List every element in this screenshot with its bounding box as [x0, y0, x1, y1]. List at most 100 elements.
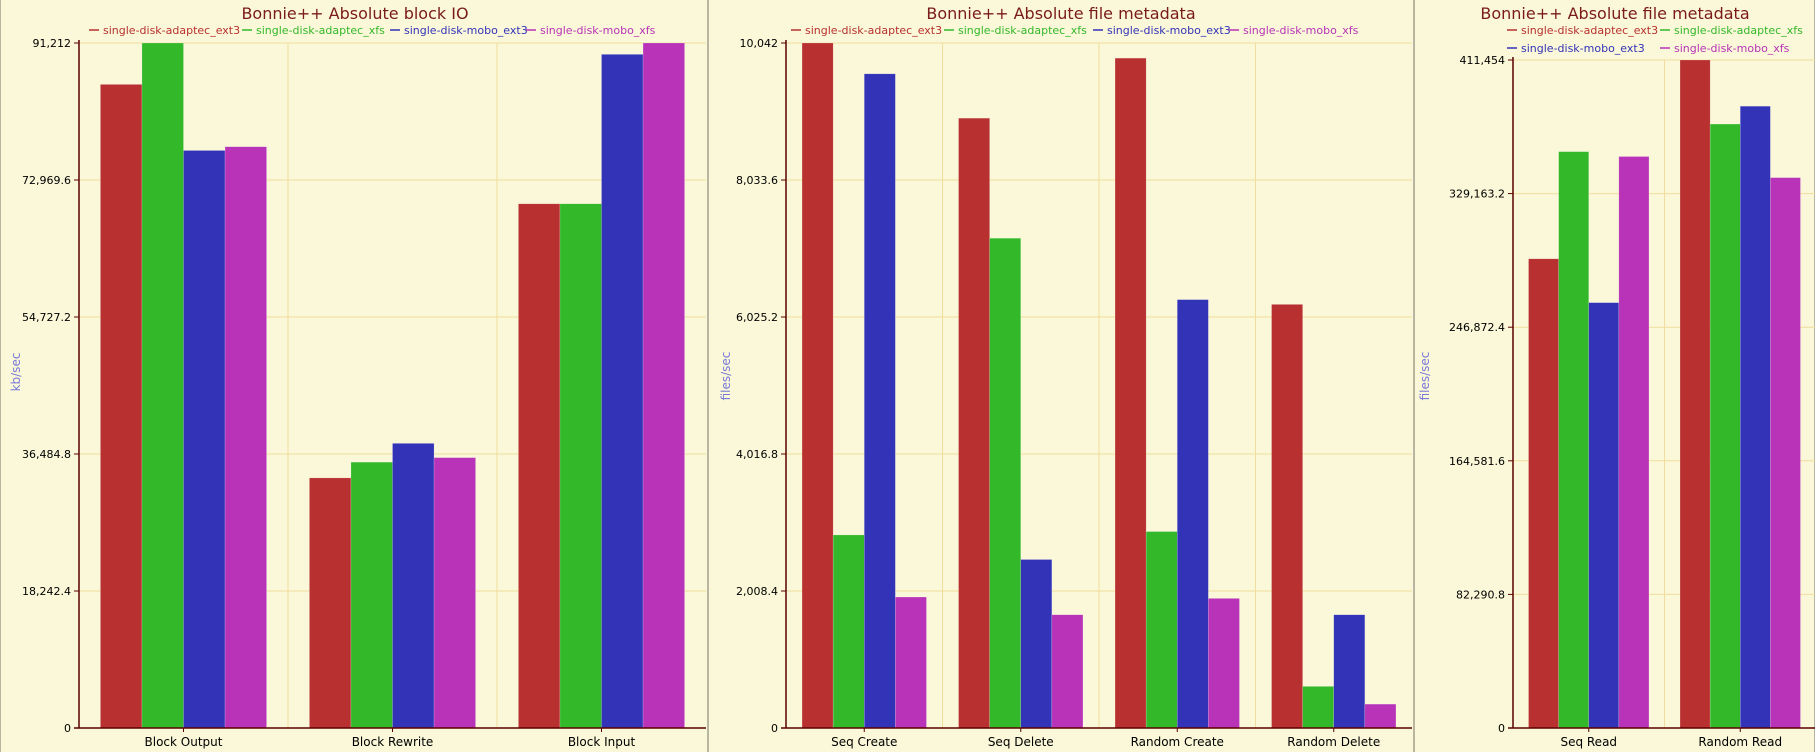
chart-panel-file-metadata: Bonnie++ Absolute file metadata files/se…	[708, 0, 1414, 752]
bar-single-disk-adaptec_xfs-seq-delete	[989, 237, 1022, 729]
legend-item: single-disk-adaptec_xfs	[242, 24, 385, 37]
y-tick-label: 2,008.4	[736, 585, 778, 598]
chart-title: Bonnie++ Absolute block IO	[241, 4, 468, 23]
legend-label: single-disk-adaptec_ext3	[805, 24, 942, 37]
bar-single-disk-mobo_ext3-block-output	[183, 150, 226, 729]
x-tick-label: Seq Read	[1560, 735, 1617, 749]
bar-single-disk-adaptec_xfs-block-input	[559, 203, 602, 729]
legend-item: single-disk-mobo_ext3	[1507, 42, 1645, 55]
chart-file-metadata-read: Bonnie++ Absolute file metadata files/se…	[1418, 4, 1815, 749]
x-tick-label: Seq Delete	[988, 735, 1054, 749]
x-tick-label: Seq Create	[831, 735, 897, 749]
y-tick-label: 72,969.6	[22, 174, 71, 187]
legend-item: single-disk-adaptec_ext3	[89, 24, 240, 37]
y-tick-label: 6,025.2	[736, 311, 778, 324]
bar-single-disk-mobo_xfs-seq-delete	[1051, 614, 1084, 729]
bar-single-disk-adaptec_ext3-block-input	[518, 203, 561, 729]
chart-title: Bonnie++ Absolute file metadata	[1480, 4, 1749, 23]
bar-single-disk-adaptec_ext3-seq-delete	[958, 117, 990, 729]
bar-single-disk-adaptec_xfs-seq-create	[832, 534, 865, 729]
bar-single-disk-mobo_xfs-block-output	[224, 146, 267, 729]
x-tick-label: Block Output	[145, 735, 223, 749]
y-tick-label: 164,581.6	[1449, 455, 1505, 468]
bar-single-disk-adaptec_xfs-random-delete	[1302, 686, 1335, 729]
legend-item: single-disk-adaptec_xfs	[1660, 24, 1803, 37]
y-tick-label: 0	[1498, 722, 1505, 735]
bar-single-disk-mobo_ext3-seq-delete	[1020, 559, 1053, 729]
legend-label: single-disk-mobo_xfs	[1243, 24, 1359, 37]
bar-single-disk-mobo_ext3-seq-read	[1588, 302, 1620, 729]
legend-label: single-disk-adaptec_xfs	[1674, 24, 1803, 37]
legend-item: single-disk-adaptec_ext3	[791, 24, 942, 37]
chart-block-io: Bonnie++ Absolute block IO kb/sec 0 18,24…	[9, 4, 706, 749]
y-tick-label: 4,016.8	[736, 448, 778, 461]
bar-single-disk-mobo_xfs-random-create	[1208, 598, 1240, 729]
bar-single-disk-mobo_xfs-seq-create	[895, 596, 927, 729]
bar-single-disk-mobo_ext3-block-rewrite	[392, 443, 435, 729]
legend-label: single-disk-adaptec_ext3	[103, 24, 240, 37]
y-tick-label: 82,290.8	[1456, 588, 1505, 601]
bar-single-disk-adaptec_ext3-random-read	[1679, 59, 1711, 729]
legend-label: single-disk-mobo_ext3	[404, 24, 528, 37]
bar-single-disk-adaptec_ext3-block-output	[100, 84, 143, 729]
x-tick-label: Block Rewrite	[352, 735, 434, 749]
y-tick-label: 246,872.4	[1449, 321, 1505, 334]
legend-item: single-disk-mobo_xfs	[1660, 42, 1790, 55]
legend-item: single-disk-adaptec_xfs	[944, 24, 1087, 37]
x-tick-label: Block Input	[568, 735, 636, 749]
bar-single-disk-adaptec_xfs-seq-read	[1558, 151, 1589, 729]
y-tick-label: 54,727.2	[22, 311, 71, 324]
y-tick-label: 91,212	[33, 37, 72, 50]
chart-file-metadata: Bonnie++ Absolute file metadata files/se…	[719, 4, 1412, 749]
x-tick-label: Random Delete	[1287, 735, 1380, 749]
chart-panel-block-io: Bonnie++ Absolute block IO kb/sec 0 18,24…	[0, 0, 708, 752]
y-tick-label: 329,163.2	[1449, 188, 1505, 201]
bar-single-disk-mobo_xfs-random-delete	[1364, 703, 1397, 729]
legend-label: single-disk-mobo_ext3	[1521, 42, 1645, 55]
y-tick-label: 8,033.6	[736, 174, 778, 187]
legend-item: single-disk-mobo_ext3	[390, 24, 528, 37]
y-tick-label: 411,454	[1460, 54, 1506, 67]
bar-single-disk-adaptec_ext3-block-rewrite	[309, 477, 352, 729]
bar-single-disk-mobo_xfs-block-rewrite	[433, 457, 476, 729]
y-axis-label: kb/sec	[9, 353, 23, 392]
legend-item: single-disk-mobo_ext3	[1093, 24, 1231, 37]
y-tick-label: 18,242.4	[22, 585, 71, 598]
bar-single-disk-mobo_xfs-block-input	[642, 42, 685, 729]
bar-single-disk-mobo_ext3-block-input	[601, 54, 644, 729]
bar-single-disk-mobo_ext3-random-delete	[1333, 614, 1366, 729]
bar-single-disk-adaptec_xfs-block-rewrite	[350, 461, 393, 729]
bar-single-disk-adaptec_ext3-seq-create	[801, 42, 834, 729]
y-tick-label: 10,042	[740, 37, 779, 50]
legend-label: single-disk-adaptec_xfs	[256, 24, 385, 37]
legend-label: single-disk-mobo_xfs	[540, 24, 656, 37]
y-tick-label: 36,484.8	[22, 448, 71, 461]
bar-single-disk-mobo_ext3-random-read	[1740, 105, 1771, 729]
x-tick-label: Random Create	[1131, 735, 1224, 749]
y-axis-label: files/sec	[719, 352, 733, 401]
legend-label: single-disk-mobo_ext3	[1107, 24, 1231, 37]
bar-single-disk-adaptec_ext3-random-delete	[1271, 304, 1303, 729]
legend-label: single-disk-adaptec_xfs	[958, 24, 1087, 37]
bar-single-disk-mobo_xfs-random-read	[1770, 177, 1801, 729]
y-axis-label: files/sec	[1418, 352, 1432, 401]
x-tick-label: Random Read	[1698, 735, 1782, 749]
legend-label: single-disk-mobo_xfs	[1674, 42, 1790, 55]
bar-single-disk-mobo_xfs-seq-read	[1618, 156, 1650, 729]
chart-title: Bonnie++ Absolute file metadata	[926, 4, 1195, 23]
legend-item: single-disk-adaptec_ext3	[1507, 24, 1658, 37]
bar-single-disk-mobo_ext3-random-create	[1177, 299, 1209, 729]
legend-label: single-disk-adaptec_ext3	[1521, 24, 1658, 37]
bar-single-disk-adaptec_xfs-random-read	[1709, 123, 1741, 729]
chart-panel-file-metadata-read: Bonnie++ Absolute file metadata files/se…	[1414, 0, 1815, 752]
bar-single-disk-mobo_ext3-seq-create	[864, 73, 896, 729]
legend-item: single-disk-mobo_xfs	[1229, 24, 1359, 37]
legend-item: single-disk-mobo_xfs	[526, 24, 656, 37]
bar-single-disk-adaptec_xfs-random-create	[1145, 531, 1178, 729]
y-tick-label: 0	[771, 722, 778, 735]
y-tick-label: 0	[64, 722, 71, 735]
bar-single-disk-adaptec_xfs-block-output	[141, 42, 184, 729]
bar-single-disk-adaptec_ext3-random-create	[1114, 57, 1147, 729]
bar-single-disk-adaptec_ext3-seq-read	[1528, 258, 1559, 729]
